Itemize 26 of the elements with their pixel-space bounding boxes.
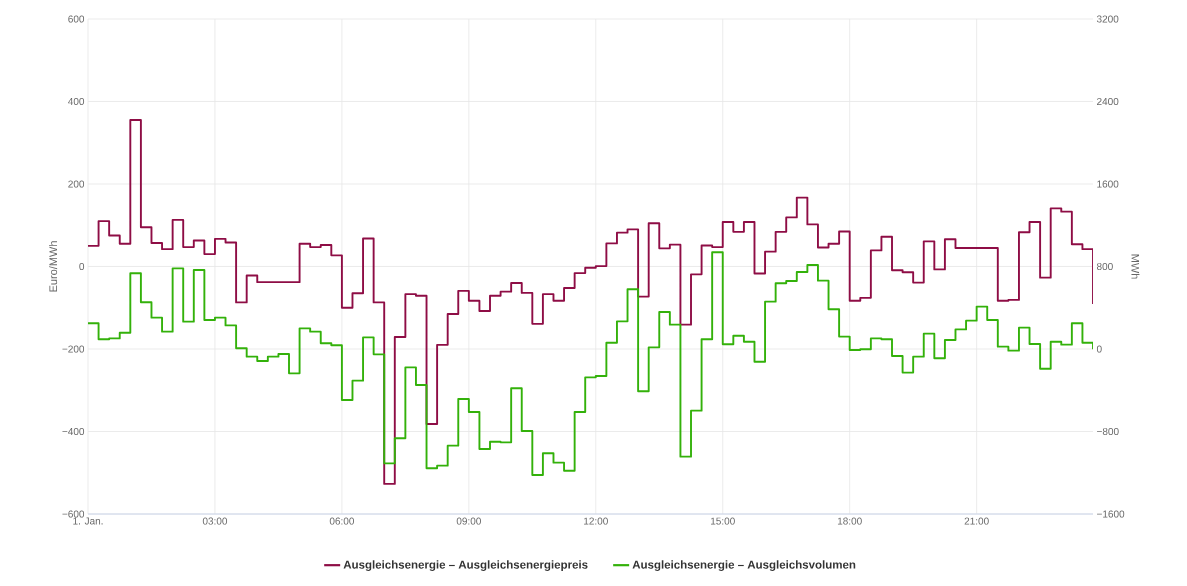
- x-tick-label: 21:00: [964, 517, 989, 525]
- legend-label: Ausgleichsenergie – Ausgleichsvolumen: [632, 560, 856, 572]
- x-tick-label: 06:00: [329, 517, 355, 525]
- y-tick-label: 400: [68, 97, 85, 106]
- y-axis-title: Euro/MWh: [49, 241, 58, 292]
- y-tick-label: −400: [62, 427, 85, 436]
- x-tick-label: 1. Jan.: [73, 517, 103, 525]
- y-tick-label: 0: [79, 262, 85, 271]
- y-tick-label: −200: [62, 345, 85, 353]
- y2-tick-label: −800: [1097, 427, 1119, 436]
- x-tick-label: 03:00: [202, 517, 228, 525]
- y2-tick-label: 0: [1096, 345, 1102, 353]
- x-tick-label: 12:00: [584, 517, 608, 525]
- x-tick-label: 15:00: [711, 517, 735, 525]
- y2-axis-title: MWh: [1131, 254, 1140, 279]
- y2-tick-label: −1600: [1097, 510, 1125, 518]
- y2-tick-label: 1600: [1097, 180, 1119, 188]
- legend-label: Ausgleichsenergie – Ausgleichsenergiepreis: [343, 560, 588, 572]
- y-tick-label: −600: [62, 510, 85, 518]
- y-tick-label: 200: [68, 180, 85, 188]
- y2-tick-label: 2400: [1097, 97, 1119, 106]
- y2-tick-label: 3200: [1096, 15, 1119, 23]
- y2-tick-label: 800: [1096, 262, 1113, 271]
- x-tick-label: 09:00: [456, 517, 481, 525]
- x-tick-label: 18:00: [837, 517, 862, 525]
- y-tick-label: 600: [68, 15, 85, 23]
